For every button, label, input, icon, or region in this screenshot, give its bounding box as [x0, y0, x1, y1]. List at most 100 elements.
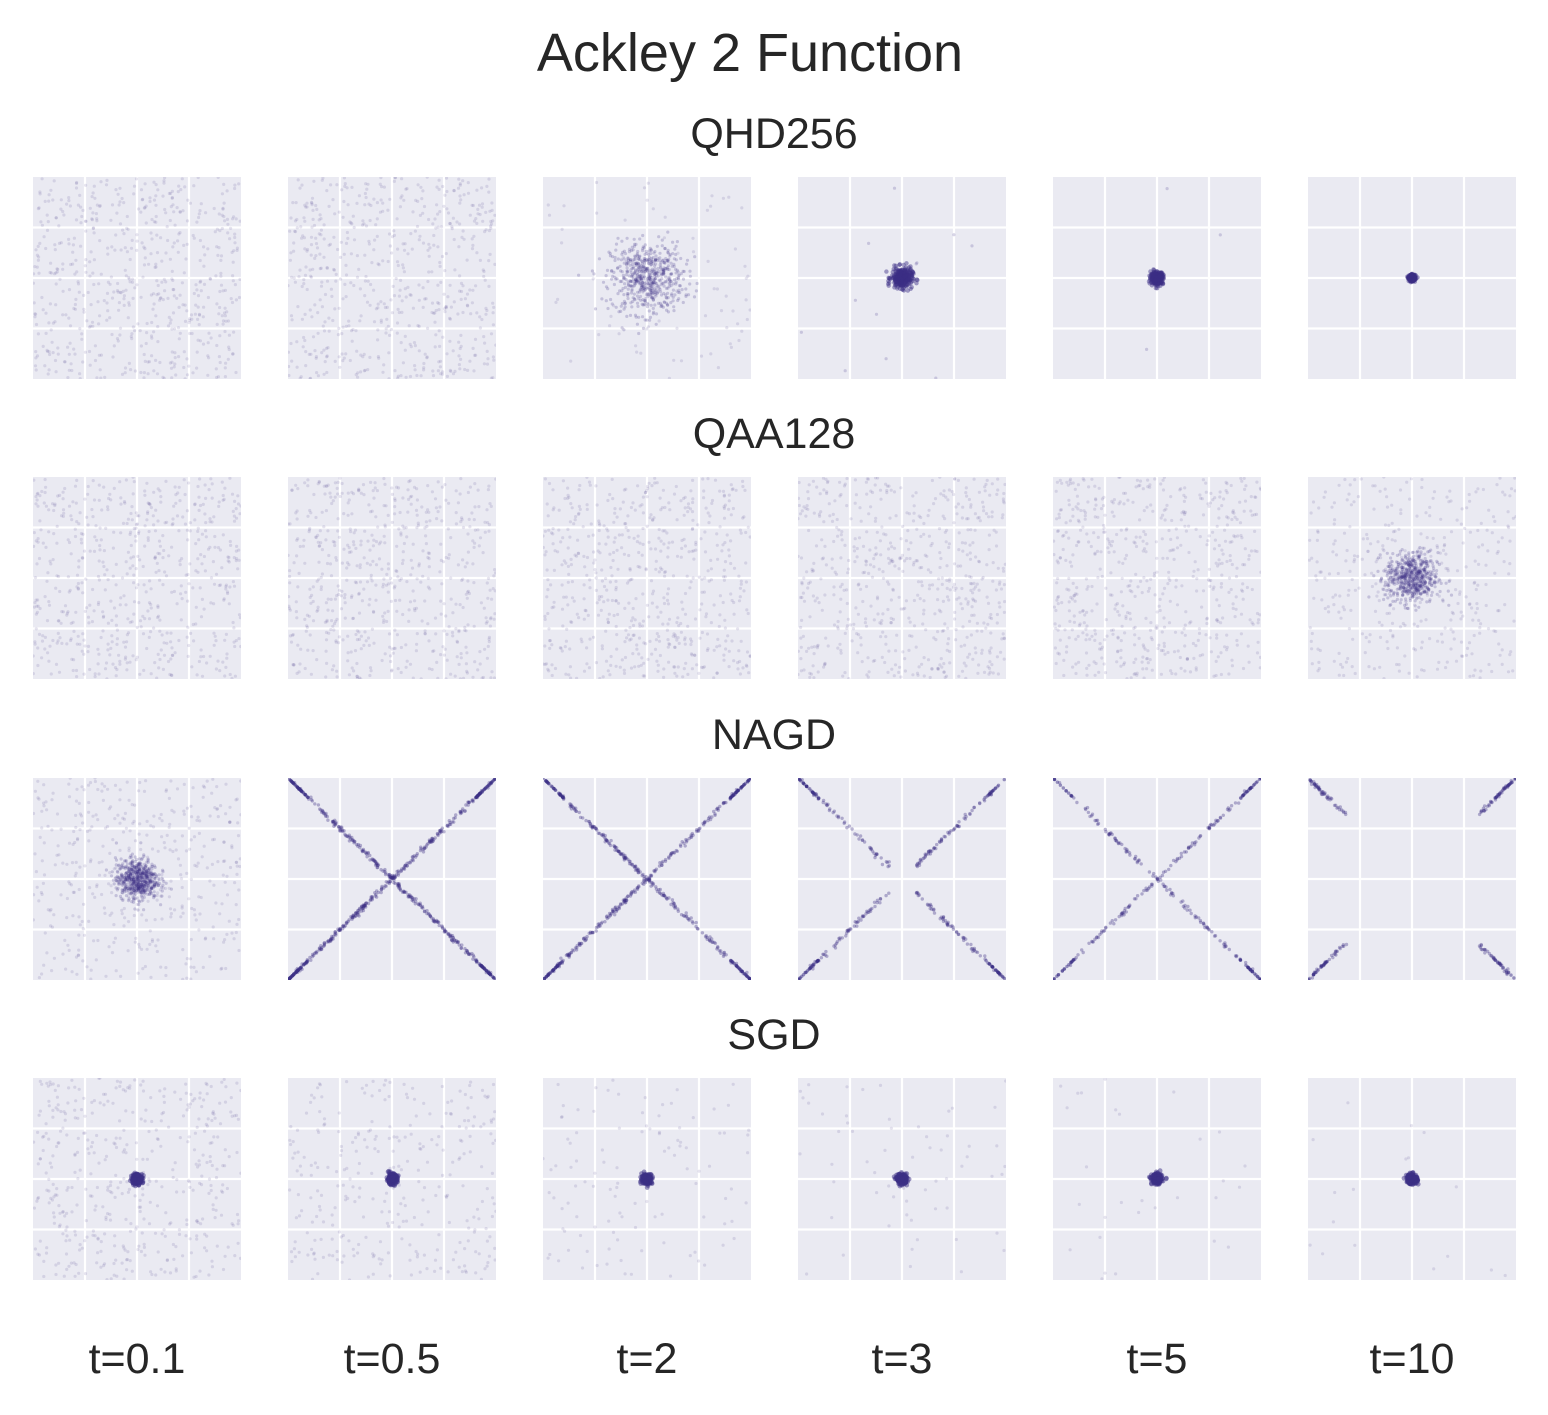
data-point [422, 361, 426, 366]
data-point [463, 628, 467, 632]
data-point [341, 638, 345, 642]
data-point [426, 508, 430, 512]
data-point [820, 608, 824, 612]
data-point [894, 279, 899, 284]
data-point [154, 203, 158, 207]
data-point [491, 219, 495, 223]
data-point [311, 599, 315, 604]
data-point [309, 511, 313, 515]
data-point [170, 376, 174, 379]
data-point [458, 183, 462, 187]
data-point [1411, 275, 1416, 281]
data-point [608, 673, 612, 677]
data-point [736, 661, 740, 665]
data-point [569, 676, 573, 679]
data-point [1408, 277, 1414, 282]
data-point [591, 277, 595, 281]
data-point [44, 331, 48, 335]
data-point [1412, 276, 1417, 281]
data-point [1001, 513, 1005, 517]
data-point [53, 358, 58, 363]
data-point [1408, 276, 1413, 281]
data-point [72, 658, 76, 662]
data-point [1001, 632, 1005, 636]
data-point [441, 370, 445, 374]
data-point [115, 211, 119, 215]
data-point [651, 256, 655, 260]
data-point [677, 273, 681, 277]
data-point [456, 501, 460, 505]
data-point [627, 535, 631, 539]
data-point [640, 262, 644, 266]
data-point [346, 651, 350, 655]
data-point [1153, 274, 1158, 279]
data-point [677, 284, 682, 288]
data-point [826, 479, 830, 483]
data-point [944, 540, 948, 544]
data-point [930, 667, 934, 671]
data-point [1407, 275, 1412, 280]
data-point [595, 601, 599, 605]
data-point [329, 287, 333, 291]
data-point [112, 530, 116, 534]
data-point [357, 488, 361, 492]
data-point [444, 306, 448, 310]
data-point [625, 236, 629, 240]
data-point [224, 587, 228, 591]
data-point [705, 208, 710, 212]
data-point [885, 491, 889, 495]
data-point [661, 305, 665, 309]
data-point [903, 271, 908, 276]
data-point [76, 581, 80, 586]
data-point [366, 182, 370, 186]
data-point [1151, 274, 1157, 280]
data-point [900, 275, 905, 280]
data-point [1409, 276, 1414, 281]
data-point [661, 268, 665, 272]
data-point [311, 335, 316, 339]
data-point [235, 248, 239, 252]
data-point [1409, 273, 1414, 279]
data-point [102, 299, 106, 303]
data-point [1410, 276, 1415, 281]
data-point [308, 508, 312, 513]
data-point [476, 488, 480, 492]
data-point [636, 267, 640, 271]
data-point [709, 558, 713, 563]
data-point [438, 344, 442, 348]
data-point [692, 557, 696, 561]
data-point [122, 232, 126, 236]
data-point [647, 253, 651, 257]
data-point [1412, 279, 1418, 284]
data-point [1154, 277, 1160, 282]
data-point [99, 353, 103, 357]
data-point [435, 203, 439, 207]
data-point [652, 277, 656, 282]
data-point [652, 310, 656, 314]
data-point [295, 340, 299, 344]
data-point [224, 632, 228, 637]
data-point [663, 574, 667, 578]
data-point [1410, 276, 1415, 281]
data-point [329, 597, 333, 602]
data-point [295, 616, 299, 620]
data-point [196, 338, 200, 342]
data-point [219, 254, 224, 258]
data-point [616, 292, 620, 296]
data-point [901, 282, 906, 287]
data-point [319, 575, 323, 580]
data-point [331, 499, 335, 503]
data-point [319, 585, 323, 589]
data-point [900, 267, 905, 272]
data-point [1155, 278, 1160, 283]
data-point [295, 217, 299, 222]
data-point [713, 478, 718, 482]
data-point [666, 303, 670, 307]
data-point [836, 534, 840, 538]
data-point [470, 301, 474, 305]
data-point [172, 288, 176, 292]
data-point [565, 627, 569, 631]
scatter-points [798, 477, 1006, 679]
data-point [641, 265, 646, 269]
